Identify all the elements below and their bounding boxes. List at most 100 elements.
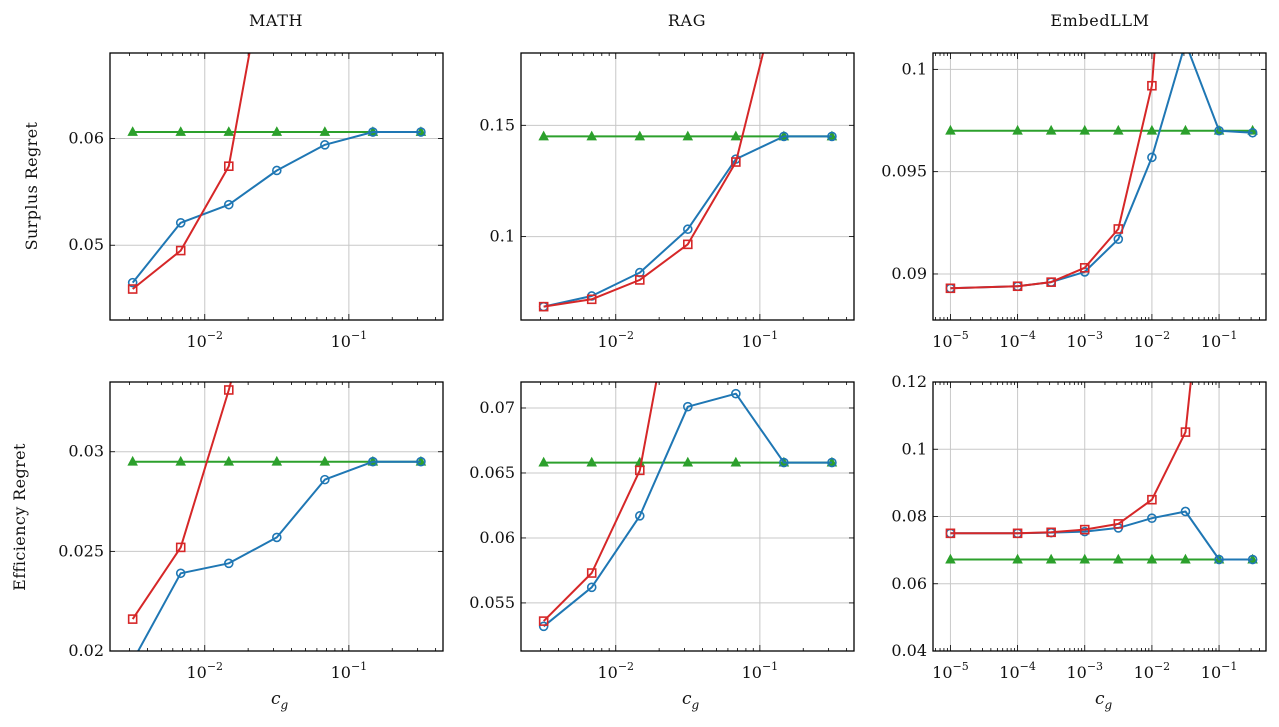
data-point-red [175, 542, 186, 553]
data-point-red [1147, 494, 1157, 505]
data-point-blue [683, 401, 693, 412]
data-point-red [945, 528, 956, 539]
series-line-blue [137, 460, 421, 651]
data-point-green [586, 456, 597, 467]
data-point-blue [827, 131, 837, 142]
column-title-rag: RAG [668, 11, 706, 30]
data-point-red [175, 245, 186, 256]
data-point-blue [272, 532, 282, 543]
data-point-blue [416, 456, 426, 467]
series-line-blue [543, 135, 832, 308]
data-point-green [271, 126, 283, 136]
data-point-blue [779, 131, 789, 142]
y-tick-label: 0.02 [68, 641, 104, 660]
data-point-green [1012, 553, 1023, 564]
y-tick-label: 0.08 [891, 507, 927, 526]
x-tick-label: 10−4 [999, 660, 1036, 682]
data-point-blue [320, 474, 330, 485]
data-point-blue [683, 224, 693, 235]
data-point-red [127, 614, 138, 624]
data-point-red [538, 301, 549, 312]
y-tick-label: 0.07 [479, 398, 515, 417]
data-point-green [1113, 553, 1124, 564]
data-point-red [586, 294, 597, 305]
y-tick-label: 0.09 [891, 264, 927, 283]
series-line-blue [543, 392, 832, 628]
data-point-green [223, 126, 235, 136]
data-point-green [1146, 124, 1158, 135]
series-group [127, 382, 427, 651]
data-point-green [127, 455, 138, 466]
column-title-embedllm: EmbedLLM [1050, 11, 1149, 30]
x-axis-label-embedllm: cg [1095, 689, 1113, 712]
y-tick-label: 0.06 [479, 528, 515, 547]
data-point-red [683, 239, 693, 250]
y-tick-label: 0.095 [881, 162, 927, 181]
data-point-blue [538, 621, 549, 632]
y-tick-label: 0.06 [891, 574, 927, 593]
data-point-blue [368, 127, 378, 137]
data-point-red [1180, 427, 1191, 437]
y-tick-label: 0.1 [902, 439, 927, 458]
panel-frame [932, 52, 1267, 321]
data-point-green [1045, 553, 1057, 564]
data-point-green [319, 126, 331, 136]
series-line-red [950, 382, 1192, 535]
data-point-blue [1247, 554, 1258, 565]
data-point-blue [223, 558, 234, 569]
data-point-red [634, 465, 645, 476]
x-tick-label: 10−1 [1201, 329, 1238, 351]
data-point-red [1079, 263, 1090, 273]
y-tick-label: 0.12 [891, 372, 927, 391]
x-tick-label: 10−1 [742, 660, 779, 682]
data-point-green [1180, 553, 1191, 564]
panel-frame [520, 52, 855, 321]
series-line-blue [131, 131, 421, 284]
data-point-green [945, 553, 956, 564]
y-tick-label: 0.15 [479, 115, 515, 134]
panel-6: 0.04 0.06 0.08 0.1 0.12 10−5 10−4 10−3 10−2 10−1 [891, 372, 1267, 682]
data-point-red [1012, 528, 1023, 539]
data-point-blue [175, 568, 186, 579]
row-label-efficiency-regret: Efficiency Regret [10, 443, 29, 591]
data-point-green [1180, 124, 1191, 135]
data-point-blue [223, 199, 234, 210]
x-tick-label: 10−2 [597, 329, 634, 351]
data-point-blue [1181, 39, 1189, 47]
data-point-green [1146, 553, 1158, 564]
series-line-red [131, 382, 233, 620]
panel-2: 0.1 0.15 10−2 10−1 [479, 52, 855, 351]
series-line-red [542, 382, 658, 622]
data-point-green [730, 456, 742, 467]
y-tick-label: 0.055 [469, 593, 515, 612]
data-point-green [1045, 124, 1057, 135]
data-point-blue [1247, 127, 1258, 138]
data-point-green [586, 130, 597, 141]
data-point-blue [1147, 152, 1157, 163]
row-label-surplus-regret: Surplus Regret [22, 121, 41, 250]
data-point-red [1046, 277, 1056, 287]
data-point-blue [416, 127, 426, 137]
data-point-red [223, 161, 234, 172]
series-line-red [132, 53, 251, 290]
x-tick-label: 10−2 [186, 660, 223, 682]
x-tick-label: 10−3 [1066, 660, 1103, 682]
y-tick-label: 0.04 [891, 641, 927, 660]
data-point-blue [1214, 554, 1224, 565]
data-point-red [586, 568, 597, 578]
y-tick-label: 0.03 [68, 442, 104, 461]
data-point-blue [1113, 234, 1124, 244]
data-point-red [1046, 527, 1056, 538]
series-line-blue [950, 510, 1253, 561]
data-point-red [684, 209, 692, 217]
data-point-red [945, 283, 956, 294]
data-point-green [945, 124, 956, 135]
data-point-green [1079, 124, 1091, 135]
data-point-red [1113, 224, 1124, 234]
y-tick-label: 0.065 [469, 463, 515, 482]
series-group [538, 209, 838, 632]
data-point-blue [320, 140, 330, 150]
x-tick-label: 10−2 [597, 660, 634, 682]
x-tick-label: 10−2 [186, 329, 223, 351]
y-tick-label: 0.06 [68, 128, 104, 147]
